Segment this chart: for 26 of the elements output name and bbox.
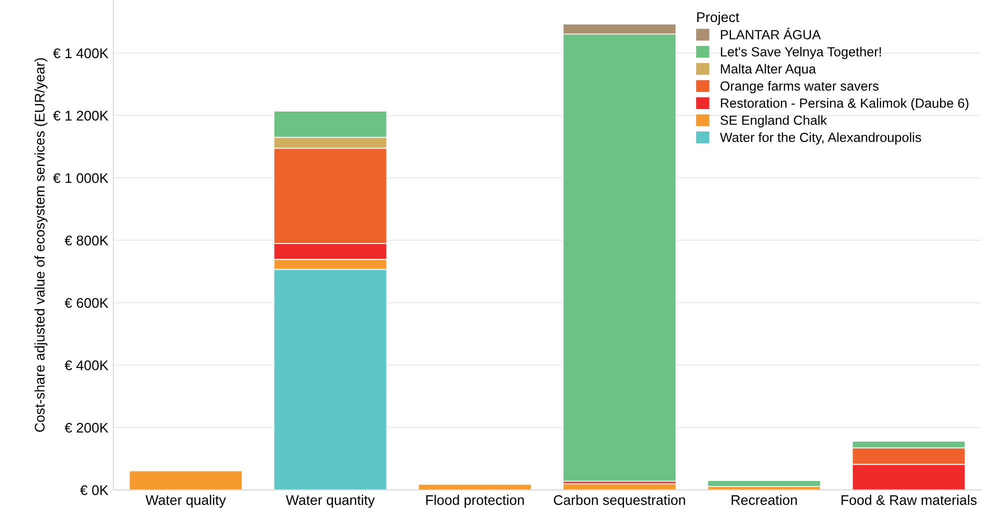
legend-label: PLANTAR ÁGUA: [720, 28, 821, 40]
legend-label: Orange farms water savers: [720, 81, 879, 94]
x-tick-label: Water quantity: [286, 494, 375, 508]
bar: [707, 480, 821, 487]
bar: [418, 484, 532, 490]
legend-label: Water for the City, Alexandroupolis: [720, 132, 922, 145]
bar: [128, 470, 243, 490]
y-tick-label: € 0K: [80, 485, 108, 496]
legend-label: Restoration - Persina & Kalimok (Daube 6): [720, 98, 968, 110]
legend-label: Malta Alter Aqua: [720, 64, 816, 76]
y-tick-label: € 200K: [64, 422, 108, 433]
x-tick-label: Food & Raw materials: [842, 494, 977, 505]
y-tick-label: € 1 200K: [53, 110, 108, 121]
y-tick-label: € 600K: [64, 298, 108, 308]
legend-title: Project: [697, 12, 740, 25]
x-tick-label: Recreation: [732, 494, 797, 505]
legend-label: Let's Save Yelnya Together!: [720, 46, 881, 60]
y-tick-label: € 400K: [64, 360, 108, 370]
legend-label: SE England Chalk: [720, 115, 827, 128]
x-tick-label: Carbon sequestration: [554, 494, 686, 508]
y-tick-label: € 1 000K: [53, 173, 108, 184]
y-tick-label: € 800K: [64, 236, 108, 246]
x-tick-label: Flood protection: [426, 494, 524, 508]
y-tick-label: € 1 400K: [53, 48, 108, 58]
x-tick-label: Water quality: [145, 494, 226, 508]
y-axis-title: Cost-share adjusted value of ecosystem services (EUR/year): [34, 58, 48, 432]
